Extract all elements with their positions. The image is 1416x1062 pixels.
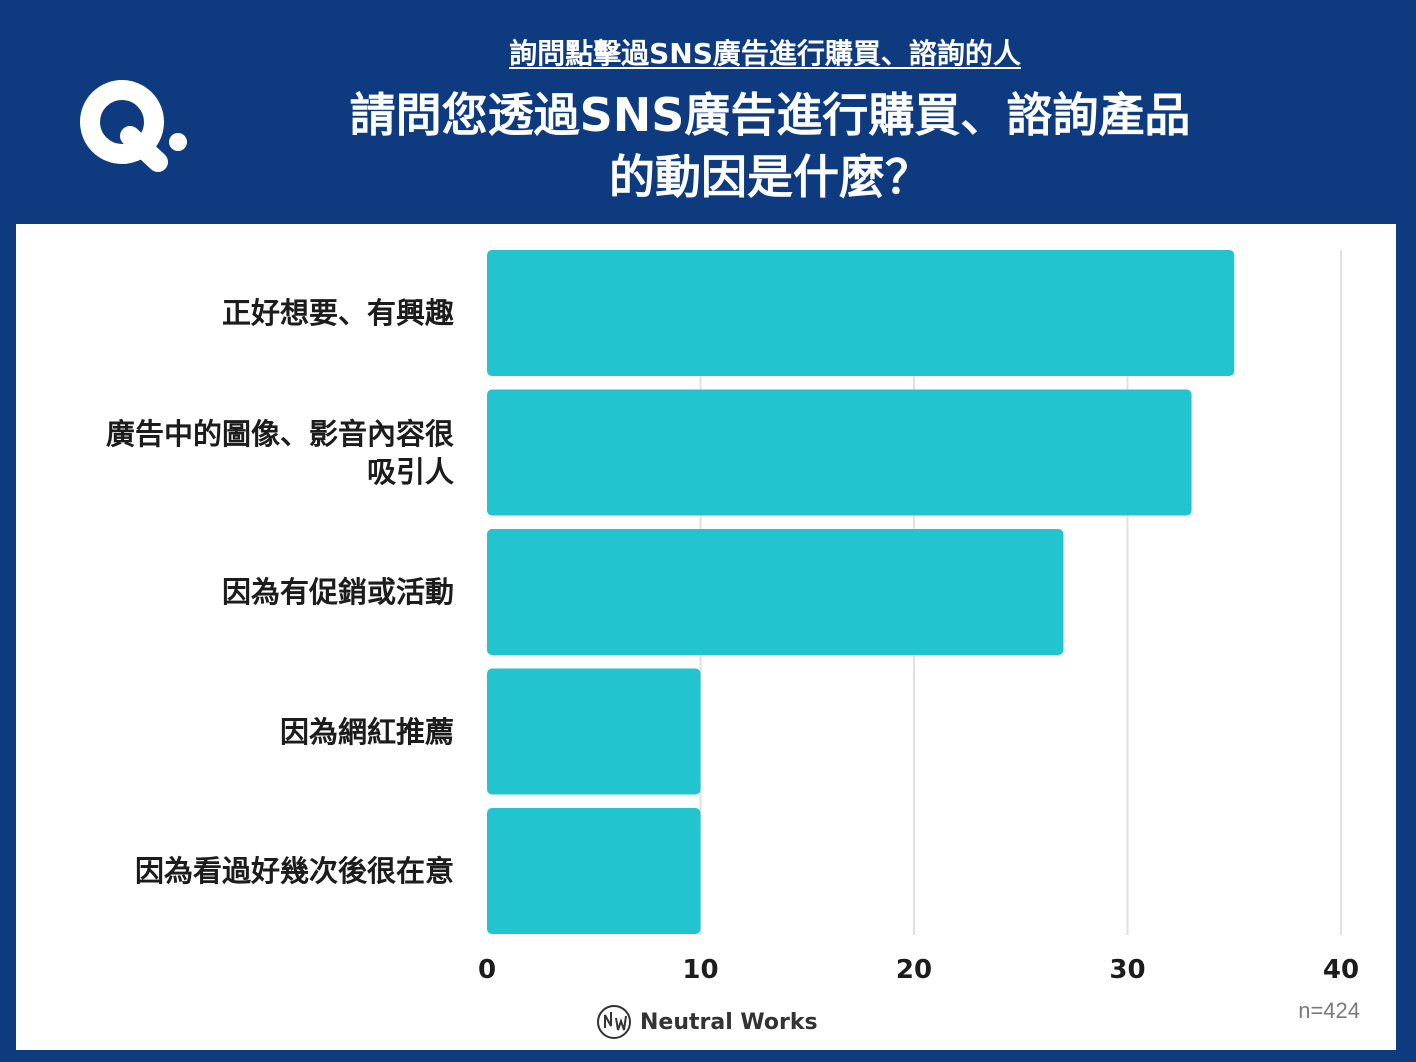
bar — [487, 250, 1235, 376]
category-label: 廣告中的圖像、影音內容很 吸引人 — [30, 415, 454, 491]
x-tick-label: 10 — [682, 955, 718, 985]
x-tick-label: 0 — [478, 955, 496, 985]
category-label-line: 正好想要、有興趣 — [221, 296, 454, 330]
bar — [487, 808, 701, 934]
category-label-line: 吸引人 — [366, 454, 454, 489]
category-label: 正好想要、有興趣 — [30, 294, 454, 332]
category-label: 因為看過好幾次後很在意 — [30, 852, 454, 890]
chart-title-line-2: 的動因是什麼？ — [609, 150, 931, 204]
chart-title-line-1: 請問您透過SNS廣告進行購買、諮詢產品 — [349, 88, 1191, 142]
brand: Neutral Works — [596, 1004, 818, 1040]
category-label-line: 因為有促銷或活動 — [221, 575, 454, 609]
category-label: 因為網紅推薦 — [30, 713, 454, 751]
chart-header: 詢問點擊過SNS廣告進行購買、諮詢的人 請問您透過SNS廣告進行購買、諮詢產品 … — [0, 0, 1416, 222]
q-logo-icon — [80, 80, 187, 172]
chart-title: 請問您透過SNS廣告進行購買、諮詢產品 的動因是什麼？ — [300, 84, 1240, 208]
bar — [487, 668, 701, 795]
category-label: 因為有促銷或活動 — [30, 573, 454, 611]
category-label-line: 因為看過好幾次後很在意 — [134, 854, 454, 888]
category-label-line: 廣告中的圖像、影音內容很 — [105, 416, 454, 451]
category-label-line: 因為網紅推薦 — [279, 714, 454, 749]
sample-size-note: n=424 — [1298, 998, 1360, 1023]
x-tick-label: 20 — [896, 955, 932, 985]
chart-subtitle: 詢問點擊過SNS廣告進行購買、諮詢的人 — [509, 37, 1021, 70]
x-tick-label: 30 — [1109, 955, 1145, 985]
bar — [487, 529, 1064, 655]
neutral-works-logo-icon — [597, 1005, 631, 1039]
brand-name: Neutral Works — [640, 1009, 818, 1035]
x-tick-label: 40 — [1323, 955, 1359, 985]
bar — [487, 389, 1192, 516]
